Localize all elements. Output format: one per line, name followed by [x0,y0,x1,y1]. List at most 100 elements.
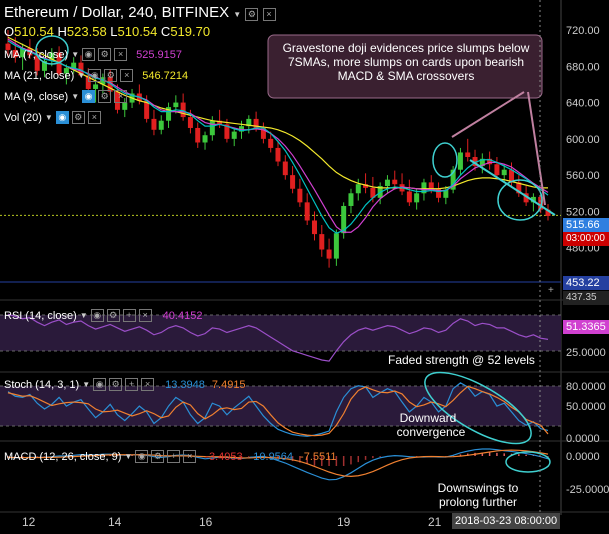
legend-vol[interactable]: Vol (20) ▼ ◉ ⚙ × [4,111,101,124]
add-pane-icon[interactable]: + [548,285,554,296]
legend-ma7-label: MA (7, close) [4,48,69,61]
candle-body [355,184,361,194]
price-low-box: 453.22 [563,276,609,290]
eye-icon[interactable]: ◉ [55,111,69,124]
candle-body [509,169,515,183]
candle-body [523,193,529,203]
candle-body [173,102,179,108]
macd-axis-label: -25.0000 [566,484,609,496]
close-icon[interactable]: × [138,309,152,322]
chevron-down-icon[interactable]: ▼ [233,10,242,19]
chevron-down-icon[interactable]: ▼ [124,452,133,461]
close-icon[interactable]: × [87,111,101,124]
legend-macd[interactable]: MACD (12, 26, close, 9) ▼ ◉ ⚙ + × -3.405… [4,450,337,463]
symbol-title[interactable]: Ethereum / Dollar, 240, BITFINEX [4,4,230,21]
ma7-line [7,40,549,234]
candle-body [166,107,172,121]
candle-body [457,152,463,170]
eye-icon[interactable]: ◉ [90,309,104,322]
x-tick-label: 12 [22,515,36,529]
legend-ma7[interactable]: MA (7, close) ▼ ◉ ⚙ × 525.9157 [4,48,182,61]
y-tick-label: 560.00 [566,170,600,182]
settings-icon[interactable]: ⚙ [98,48,112,61]
legend-stoch-d: 7.4915 [211,378,246,391]
eye-icon[interactable]: ◉ [135,450,149,463]
settings-icon[interactable]: ⚙ [104,69,118,82]
settings-icon[interactable]: ⚙ [109,378,123,391]
y-tick-label: 600.00 [566,134,600,146]
legend-ma21[interactable]: MA (21, close) ▼ ◉ ⚙ × 546.7214 [4,69,188,82]
candle-body [107,77,113,92]
eye-icon[interactable]: ◉ [88,69,102,82]
candle-body [71,62,77,69]
eye-icon[interactable]: ◉ [82,90,96,103]
ohlc-l-label: L [110,24,118,39]
legend-stoch[interactable]: Stoch (14, 3, 1) ▼ ◉ ⚙ + × 13.3948 7.491… [4,378,246,391]
legend-ma9-label: MA (9, close) [4,90,69,103]
candle-body [114,91,120,110]
settings-icon[interactable]: ⚙ [71,111,85,124]
candle-body [333,233,339,259]
add-icon[interactable]: + [167,450,181,463]
candle-body [465,152,471,157]
rsi-line [7,313,549,362]
chevron-down-icon[interactable]: ▼ [82,380,91,389]
ohlc-h-label: H [57,24,67,39]
ma21-line [7,36,548,190]
legend-ma21-value: 546.7214 [142,69,189,82]
x-tick-label: 21 [428,515,442,529]
candle-body [479,158,485,167]
settings-icon[interactable]: ⚙ [151,450,165,463]
candle-body [63,68,69,74]
eye-icon[interactable]: ◉ [82,48,96,61]
candle-body [217,120,223,125]
chevron-down-icon[interactable]: ▼ [71,50,80,59]
ohlc-l-value: 510.54 [117,24,158,39]
legend-macd-v3: -7.5511 [300,450,337,463]
eye-icon[interactable]: ◉ [93,378,107,391]
candle-body [545,209,551,216]
chevron-down-icon[interactable]: ▼ [44,113,53,122]
legend-ma9[interactable]: MA (9, close) ▼ ◉ ⚙ × [4,90,128,103]
settings-icon[interactable]: ⚙ [98,90,112,103]
close-icon[interactable]: × [120,69,134,82]
add-icon[interactable]: + [122,309,136,322]
candle-body [100,77,106,85]
candle-body [20,48,26,58]
close-icon[interactable]: × [141,378,155,391]
price-last-box: 515.66 [563,218,609,232]
chevron-down-icon[interactable]: ▼ [79,311,88,320]
cross-circle [497,179,543,221]
close-icon[interactable]: × [114,48,128,61]
candle-body [319,234,325,250]
candle-body [516,182,522,194]
candle-body [538,196,544,210]
macd-note-1: Downswings to [437,481,519,495]
add-icon[interactable]: + [125,378,139,391]
price-sub-box: 03:00:00 [563,232,609,246]
close-icon[interactable]: × [183,450,197,463]
candle-body [421,182,427,194]
close-icon[interactable]: × [262,8,276,21]
ohlc-row: O510.54 H523.58 L510.54 C519.70 [4,24,210,39]
candle-body [414,193,420,203]
close-icon[interactable]: × [114,90,128,103]
candle-body [93,84,99,89]
chevron-down-icon[interactable]: ▼ [77,71,86,80]
candle-body [384,179,390,187]
doji-circle [432,142,458,178]
settings-icon[interactable]: ⚙ [245,8,259,21]
legend-rsi[interactable]: RSI (14, close) ▼ ◉ ⚙ + × 40.4152 [4,309,202,322]
candle-body [246,118,252,127]
price-bottom-box: 437.35 [563,291,609,305]
candle-body [282,161,288,176]
price-axis-bg [561,0,609,529]
candle-body [158,120,164,130]
stoch-note-2: convergence [396,425,466,439]
rsi-value-box: 51.3365 [563,320,609,334]
candle-body [304,202,310,221]
candle-body [487,158,493,165]
chevron-down-icon[interactable]: ▼ [71,92,80,101]
settings-icon[interactable]: ⚙ [106,309,120,322]
